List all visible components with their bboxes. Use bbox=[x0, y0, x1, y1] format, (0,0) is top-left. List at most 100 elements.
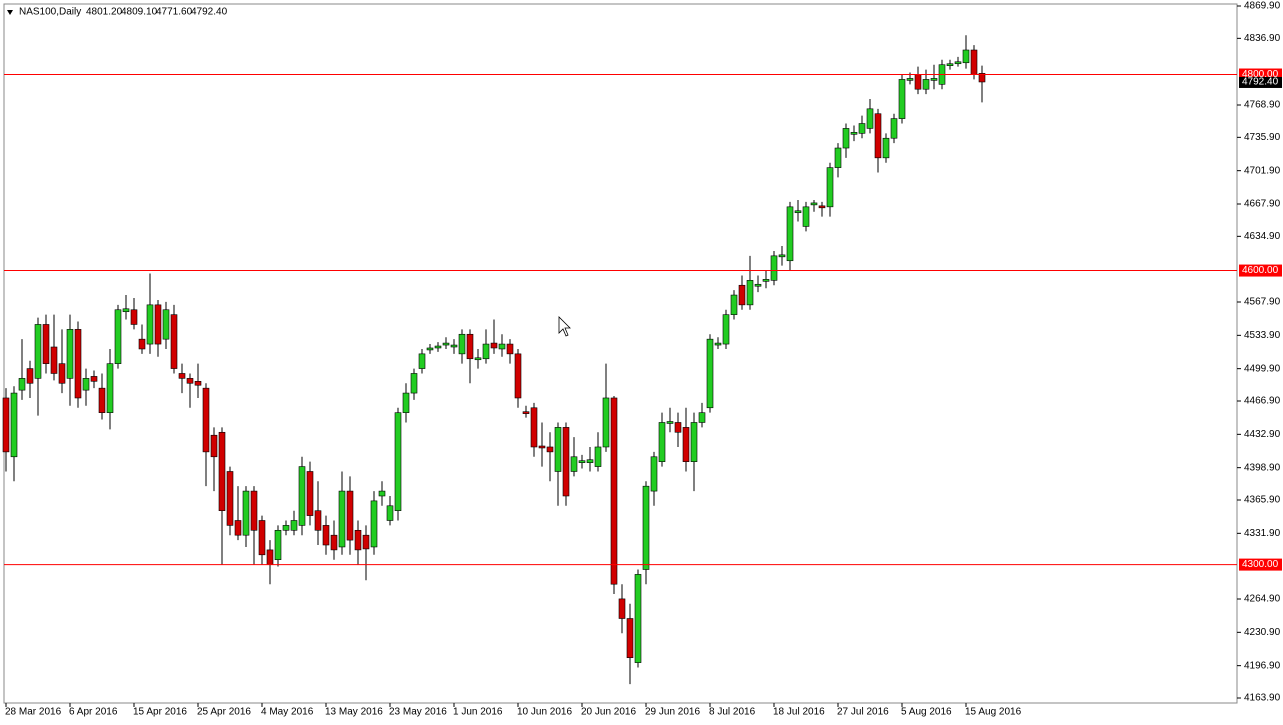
y-tick-label: 4466.90 bbox=[1244, 396, 1281, 407]
candle-body bbox=[634, 574, 642, 663]
candle-body bbox=[906, 78, 914, 81]
candle-body bbox=[394, 412, 402, 511]
candle-body bbox=[194, 381, 202, 386]
y-tick-label: 4230.90 bbox=[1244, 627, 1281, 638]
y-tick-label: 4196.90 bbox=[1244, 660, 1281, 671]
candle-body bbox=[146, 304, 154, 345]
y-tick-label: 4869.90 bbox=[1244, 1, 1281, 12]
candle-body bbox=[658, 422, 666, 462]
candle-body bbox=[106, 363, 114, 413]
candle-body bbox=[82, 378, 90, 391]
candle-body bbox=[730, 294, 738, 315]
candle-body bbox=[250, 490, 258, 531]
level-label-box bbox=[1239, 264, 1282, 277]
candle-body bbox=[378, 490, 386, 497]
y-tick-label: 4499.90 bbox=[1244, 363, 1281, 374]
candle-body bbox=[322, 525, 330, 546]
x-tick-label: 10 Jun 2016 bbox=[517, 707, 572, 718]
candle-body bbox=[98, 387, 106, 413]
candle-body bbox=[842, 128, 850, 149]
candle-body bbox=[930, 78, 938, 81]
candle-body bbox=[18, 378, 26, 391]
y-tick-label: 4398.90 bbox=[1244, 462, 1281, 473]
candle-body bbox=[530, 407, 538, 448]
candle-body bbox=[178, 373, 186, 379]
candle-body bbox=[762, 279, 770, 282]
y-tick-label: 4701.90 bbox=[1244, 165, 1281, 176]
candle-body bbox=[202, 387, 210, 453]
x-tick-label: 6 Apr 2016 bbox=[69, 707, 118, 718]
x-tick-label: 25 Apr 2016 bbox=[197, 707, 251, 718]
y-tick-label: 4331.90 bbox=[1244, 528, 1281, 539]
candle-body bbox=[682, 427, 690, 462]
candle-body bbox=[10, 392, 18, 458]
candle-body bbox=[474, 357, 482, 361]
candle-body bbox=[226, 471, 234, 526]
candle-body bbox=[850, 132, 858, 135]
candle-body bbox=[922, 79, 930, 90]
candle-body bbox=[170, 314, 178, 369]
candle-body bbox=[978, 73, 986, 83]
candle-body bbox=[506, 343, 514, 355]
candle-body bbox=[154, 304, 162, 345]
candle-body bbox=[114, 309, 122, 364]
candle-body bbox=[754, 283, 762, 287]
level-label: 4800.00 bbox=[1242, 69, 1279, 80]
level-label: 4600.00 bbox=[1242, 265, 1279, 276]
plot-frame bbox=[3, 3, 1238, 704]
candle-body bbox=[666, 421, 674, 424]
x-tick-label: 15 Apr 2016 bbox=[133, 707, 187, 718]
candle-body bbox=[34, 324, 42, 379]
x-tick-label: 1 Jun 2016 bbox=[453, 707, 503, 718]
candle-body bbox=[282, 525, 290, 531]
candle-body bbox=[50, 346, 58, 374]
candle-body bbox=[650, 456, 658, 492]
candle-body bbox=[914, 74, 922, 90]
candle-body bbox=[714, 342, 722, 346]
dropdown-icon[interactable] bbox=[7, 10, 13, 15]
header-close: 4792.40 bbox=[191, 7, 228, 18]
candle-body bbox=[706, 338, 714, 409]
y-tick-label: 4836.90 bbox=[1244, 33, 1281, 44]
y-tick-label: 4768.90 bbox=[1244, 100, 1281, 111]
candle-body bbox=[466, 333, 474, 360]
candle-body bbox=[722, 314, 730, 345]
x-tick-label: 23 May 2016 bbox=[389, 707, 447, 718]
candle-body bbox=[402, 392, 410, 413]
y-tick-label: 4667.90 bbox=[1244, 199, 1281, 210]
x-tick-label: 8 Jul 2016 bbox=[709, 707, 756, 718]
candle-body bbox=[298, 466, 306, 526]
x-tick-label: 13 May 2016 bbox=[325, 707, 383, 718]
y-tick-label: 4634.90 bbox=[1244, 231, 1281, 242]
candle-body bbox=[890, 118, 898, 139]
candle-body bbox=[674, 422, 682, 433]
candle-body bbox=[546, 446, 554, 453]
x-tick-label: 29 Jun 2016 bbox=[645, 707, 700, 718]
x-tick-label: 15 Aug 2016 bbox=[965, 707, 1022, 718]
candle-body bbox=[818, 205, 826, 209]
candle-body bbox=[834, 147, 842, 168]
header-low: 4771.60 bbox=[156, 7, 193, 18]
candle-body bbox=[962, 49, 970, 64]
y-tick-label: 4264.90 bbox=[1244, 594, 1281, 605]
candle-body bbox=[346, 490, 354, 541]
candle-body bbox=[626, 618, 634, 659]
header-open: 4801.20 bbox=[86, 7, 123, 18]
candle-body bbox=[26, 368, 34, 384]
candle-body bbox=[946, 63, 954, 66]
candle-body bbox=[410, 373, 418, 394]
candle-body bbox=[58, 363, 66, 384]
candle-body bbox=[242, 490, 250, 536]
candle-body bbox=[274, 529, 282, 560]
candle-body bbox=[746, 280, 754, 306]
candle-body bbox=[122, 308, 130, 313]
candle-body bbox=[498, 343, 506, 350]
candle-body bbox=[786, 206, 794, 262]
candle-body bbox=[618, 598, 626, 619]
candle-body bbox=[234, 520, 242, 536]
level-label: 4300.00 bbox=[1242, 559, 1279, 570]
candle-body bbox=[738, 284, 746, 306]
candle-body bbox=[778, 254, 786, 258]
candle-body bbox=[570, 456, 578, 472]
